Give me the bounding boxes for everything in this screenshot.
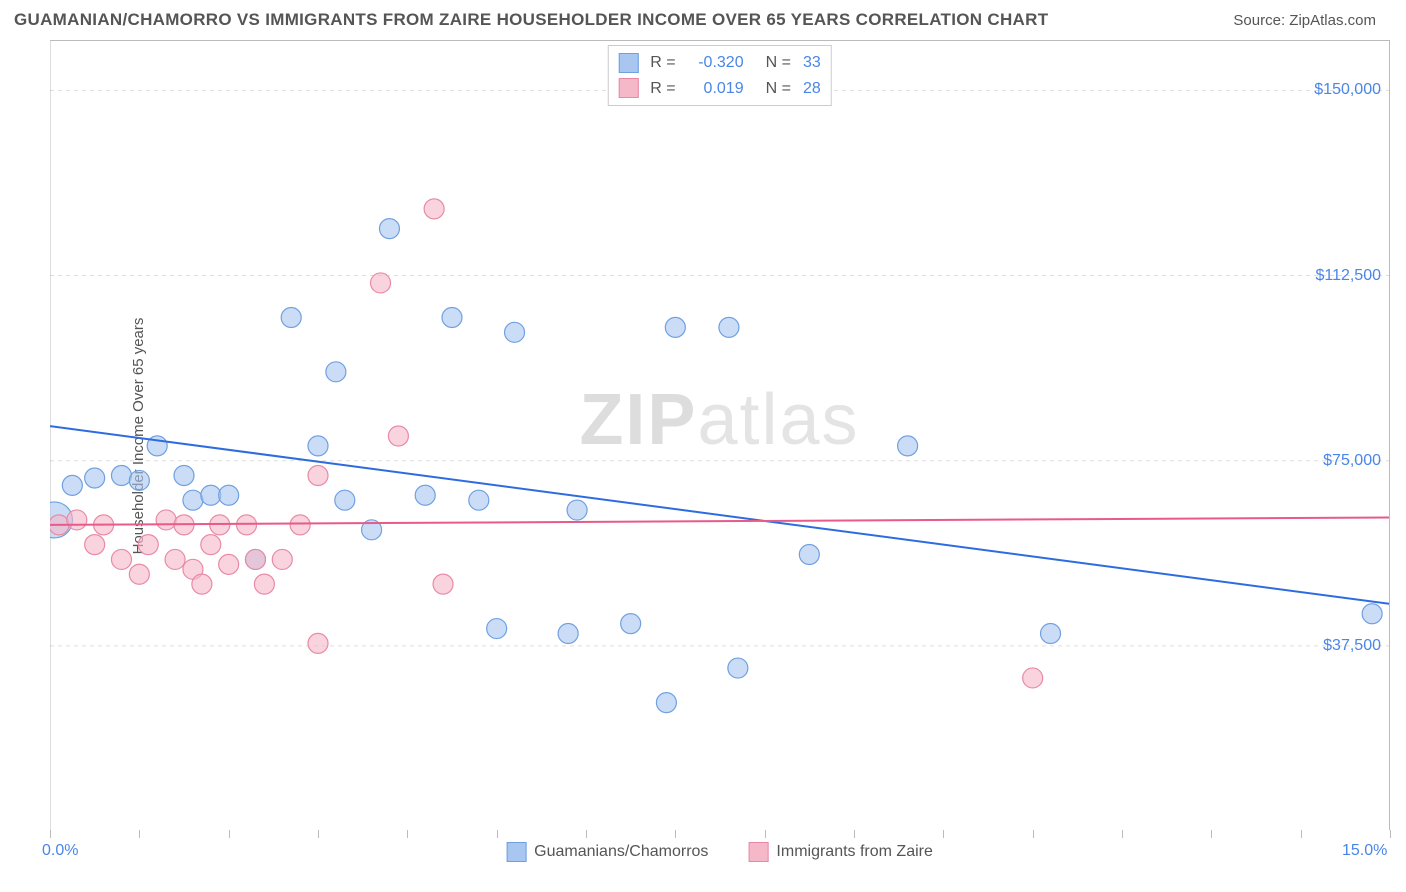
chart-title: GUAMANIAN/CHAMORRO VS IMMIGRANTS FROM ZA… [14,10,1048,30]
chart-header: GUAMANIAN/CHAMORRO VS IMMIGRANTS FROM ZA… [0,0,1406,35]
x-tick [1122,830,1123,838]
y-tick-label: $37,500 [1323,637,1381,655]
x-tick-label: 0.0% [42,842,78,860]
x-tick [943,830,944,838]
x-tick [139,830,140,838]
x-tick [407,830,408,838]
x-tick [497,830,498,838]
x-tick [318,830,319,838]
series-legend-item: Immigrants from Zaire [748,842,932,862]
x-tick [1390,830,1391,838]
x-tick [50,830,51,838]
x-tick-label: 15.0% [1342,842,1387,860]
y-tick-label: $150,000 [1314,81,1381,99]
x-tick [765,830,766,838]
x-tick [1033,830,1034,838]
y-tick-label: $112,500 [1315,267,1381,285]
x-tick [586,830,587,838]
x-tick [854,830,855,838]
chart-source: Source: ZipAtlas.com [1233,12,1376,29]
chart-container: Householder Income Over 65 years ZIPatla… [50,40,1390,830]
scatter-plot [50,41,1389,830]
x-tick [1301,830,1302,838]
series-legend: Guamanians/Chamorros Immigrants from Zair… [506,842,933,862]
legend-row: R =0.019N =28 [618,76,820,102]
y-tick-label: $75,000 [1323,452,1381,470]
legend-row: R =-0.320N =33 [618,50,820,76]
series-legend-item: Guamanians/Chamorros [506,842,708,862]
x-tick [1211,830,1212,838]
x-tick [675,830,676,838]
x-tick [229,830,230,838]
correlation-legend: R =-0.320N =33R =0.019N =28 [607,45,831,106]
